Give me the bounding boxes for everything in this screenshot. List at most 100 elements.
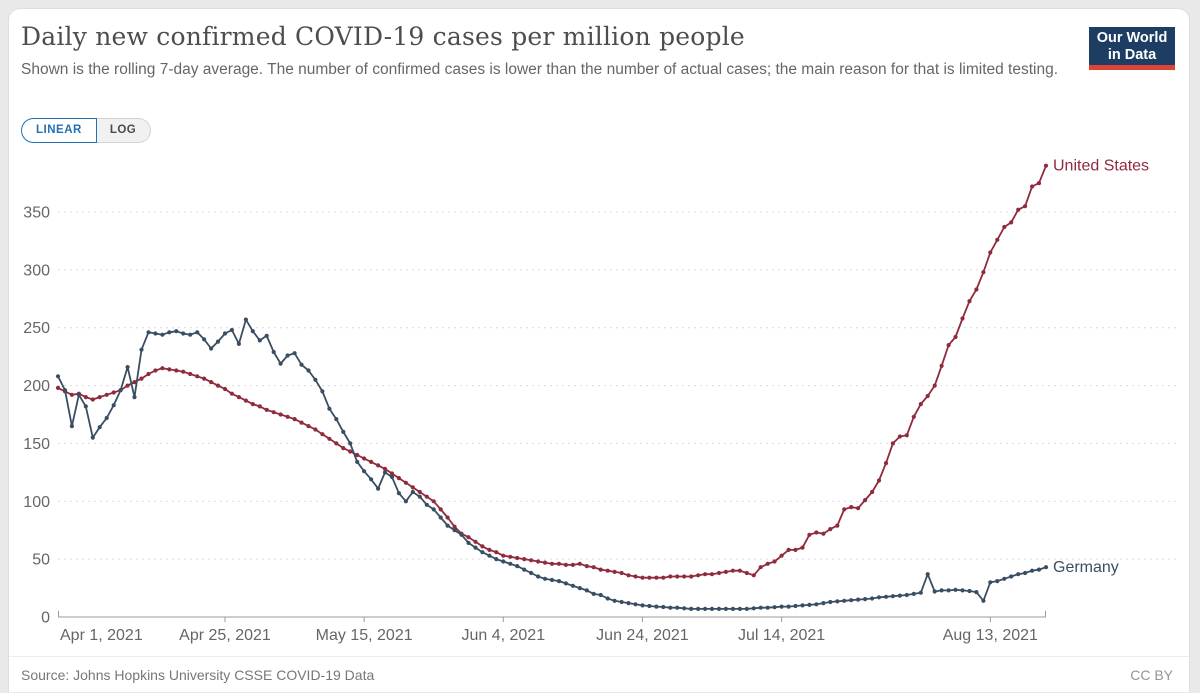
data-point[interactable] <box>1036 567 1042 572</box>
data-point[interactable] <box>633 574 638 579</box>
data-point[interactable] <box>292 351 297 356</box>
data-point[interactable] <box>1023 570 1028 576</box>
data-point[interactable] <box>222 386 228 392</box>
data-point[interactable] <box>605 568 610 573</box>
data-point[interactable] <box>661 575 666 580</box>
log-button[interactable]: LOG <box>95 118 152 143</box>
data-point[interactable] <box>849 505 854 510</box>
data-point[interactable] <box>473 545 478 550</box>
data-point[interactable] <box>863 498 868 503</box>
data-point[interactable] <box>1002 576 1007 581</box>
data-point[interactable] <box>452 524 457 529</box>
data-point[interactable] <box>355 452 360 458</box>
data-point[interactable] <box>897 434 903 439</box>
data-point[interactable] <box>104 415 109 421</box>
data-point[interactable] <box>160 366 165 371</box>
data-point[interactable] <box>654 575 659 580</box>
data-point[interactable] <box>139 376 144 381</box>
data-point[interactable] <box>675 574 680 579</box>
data-point[interactable] <box>236 395 241 400</box>
data-point[interactable] <box>744 570 749 576</box>
data-point[interactable] <box>257 338 262 343</box>
data-point[interactable] <box>716 570 722 576</box>
data-point[interactable] <box>146 371 151 377</box>
data-point[interactable] <box>939 588 944 593</box>
data-point[interactable] <box>946 588 951 593</box>
data-point[interactable] <box>612 569 617 574</box>
data-point[interactable] <box>362 456 367 461</box>
data-point[interactable] <box>863 597 868 602</box>
data-point[interactable] <box>1043 565 1049 570</box>
data-point[interactable] <box>174 368 179 373</box>
data-point[interactable] <box>215 339 221 344</box>
data-point[interactable] <box>466 540 471 545</box>
data-point[interactable] <box>515 564 520 569</box>
data-point[interactable] <box>348 441 353 446</box>
data-point[interactable] <box>577 586 582 591</box>
data-point[interactable] <box>431 507 436 512</box>
data-point[interactable] <box>410 485 415 490</box>
data-point[interactable] <box>647 575 652 580</box>
data-point[interactable] <box>278 412 283 417</box>
data-point[interactable] <box>167 330 172 335</box>
data-point[interactable] <box>438 515 443 520</box>
data-point[interactable] <box>229 327 234 333</box>
data-point[interactable] <box>974 590 979 595</box>
data-point[interactable] <box>995 579 1000 584</box>
data-point[interactable] <box>723 606 729 611</box>
data-point[interactable] <box>125 365 130 370</box>
data-point[interactable] <box>1030 568 1035 573</box>
data-point[interactable] <box>612 598 617 603</box>
data-point[interactable] <box>118 388 123 393</box>
data-point[interactable] <box>696 606 701 611</box>
data-point[interactable] <box>661 604 666 610</box>
data-point[interactable] <box>821 601 826 606</box>
data-point[interactable] <box>835 523 840 528</box>
data-point[interactable] <box>814 530 819 535</box>
data-point[interactable] <box>682 574 687 579</box>
data-point[interactable] <box>716 606 722 611</box>
data-point[interactable] <box>466 535 471 540</box>
data-point[interactable] <box>396 491 401 496</box>
data-point[interactable] <box>758 605 763 610</box>
data-point[interactable] <box>925 393 930 399</box>
data-point[interactable] <box>452 528 457 533</box>
data-point[interactable] <box>501 559 506 564</box>
data-point[interactable] <box>967 588 972 594</box>
data-point[interactable] <box>640 575 645 580</box>
data-point[interactable] <box>668 574 673 579</box>
data-point[interactable] <box>995 237 1000 242</box>
data-point[interactable] <box>918 402 923 407</box>
data-point[interactable] <box>807 532 812 537</box>
data-point[interactable] <box>341 446 346 451</box>
data-point[interactable] <box>327 406 332 411</box>
data-point[interactable] <box>278 361 283 366</box>
data-point[interactable] <box>856 597 861 602</box>
data-point[interactable] <box>250 402 255 407</box>
data-point[interactable] <box>90 435 95 440</box>
data-point[interactable] <box>146 330 151 335</box>
data-point[interactable] <box>751 573 756 578</box>
data-point[interactable] <box>772 605 777 610</box>
data-point[interactable] <box>271 410 276 415</box>
data-point[interactable] <box>313 377 318 382</box>
data-point[interactable] <box>376 463 381 468</box>
data-point[interactable] <box>563 581 569 586</box>
data-point[interactable] <box>229 391 234 396</box>
data-point[interactable] <box>876 595 882 600</box>
data-point[interactable] <box>536 559 541 564</box>
data-point[interactable] <box>675 605 680 610</box>
data-point[interactable] <box>633 602 638 607</box>
data-point[interactable] <box>584 588 589 593</box>
data-point[interactable] <box>195 330 200 335</box>
data-point[interactable] <box>542 560 548 565</box>
data-point[interactable] <box>473 539 478 544</box>
data-point[interactable] <box>382 466 388 471</box>
data-point[interactable] <box>181 331 186 336</box>
data-point[interactable] <box>689 574 694 579</box>
data-point[interactable] <box>529 558 534 563</box>
series-dots-germany[interactable] <box>55 317 1049 612</box>
data-point[interactable] <box>369 459 374 464</box>
data-point[interactable] <box>417 494 422 499</box>
data-point[interactable] <box>97 395 102 400</box>
